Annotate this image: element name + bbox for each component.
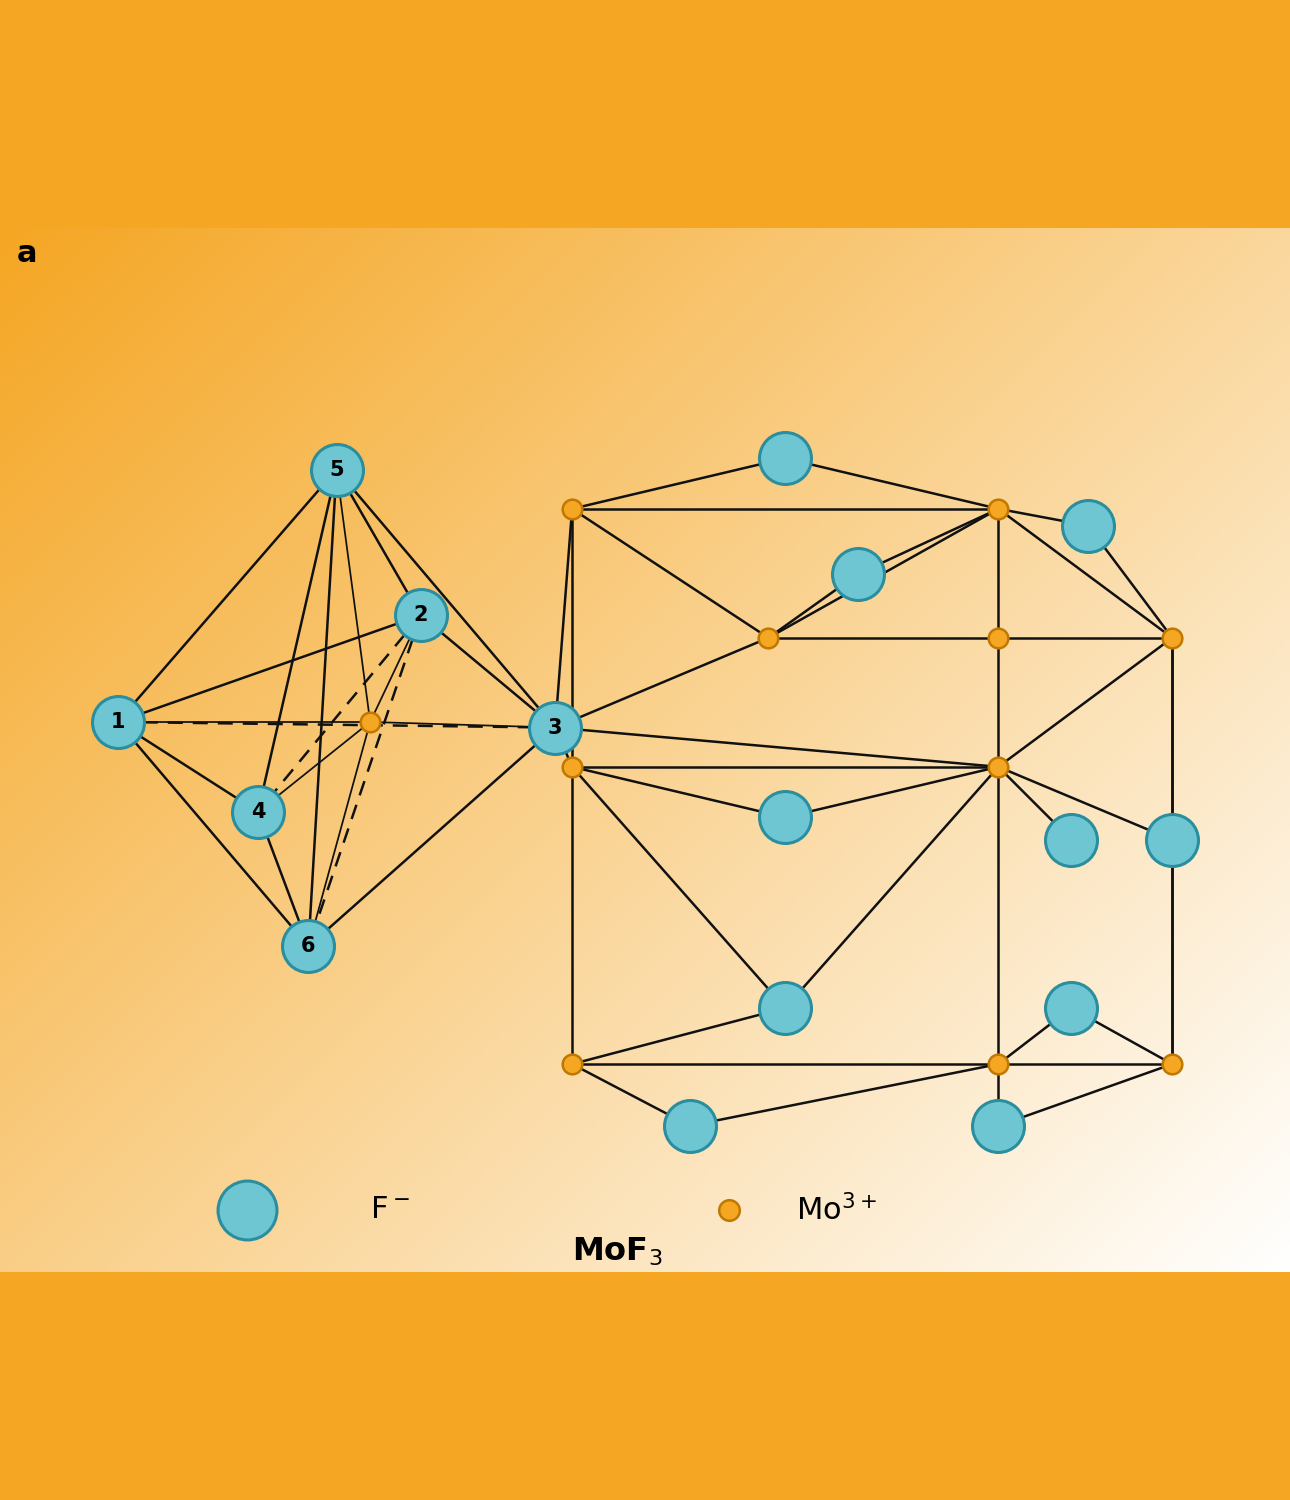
- Point: [1162, 828, 1183, 852]
- Point: [561, 496, 582, 520]
- Point: [988, 1114, 1009, 1138]
- Point: [988, 754, 1009, 778]
- Text: 5: 5: [329, 459, 344, 480]
- Point: [1060, 996, 1081, 1020]
- Text: F$^-$: F$^-$: [370, 1196, 410, 1224]
- Point: [680, 1114, 700, 1138]
- Point: [248, 800, 268, 824]
- Point: [360, 710, 381, 734]
- Point: [988, 496, 1009, 520]
- Point: [561, 754, 582, 778]
- Point: [298, 934, 319, 958]
- Point: [326, 458, 347, 482]
- Text: 1: 1: [111, 712, 125, 732]
- Text: 6: 6: [302, 936, 316, 957]
- Point: [1162, 1052, 1183, 1076]
- Point: [236, 1198, 257, 1222]
- Point: [1060, 828, 1081, 852]
- Point: [988, 626, 1009, 650]
- Point: [775, 806, 796, 830]
- Text: 4: 4: [250, 801, 266, 822]
- Point: [775, 996, 796, 1020]
- Point: [1077, 513, 1098, 537]
- Text: 3: 3: [548, 717, 562, 738]
- Text: a: a: [17, 238, 37, 268]
- Point: [544, 716, 565, 740]
- Point: [719, 1198, 739, 1222]
- Point: [410, 603, 431, 627]
- Point: [775, 447, 796, 471]
- Text: MoF$_3$: MoF$_3$: [571, 1234, 662, 1268]
- Text: 2: 2: [413, 606, 428, 625]
- Point: [107, 710, 128, 734]
- Point: [561, 1052, 582, 1076]
- Text: Mo$^{3+}$: Mo$^{3+}$: [796, 1194, 877, 1225]
- Point: [1162, 626, 1183, 650]
- Point: [988, 1052, 1009, 1076]
- Point: [848, 562, 868, 586]
- Point: [759, 626, 779, 650]
